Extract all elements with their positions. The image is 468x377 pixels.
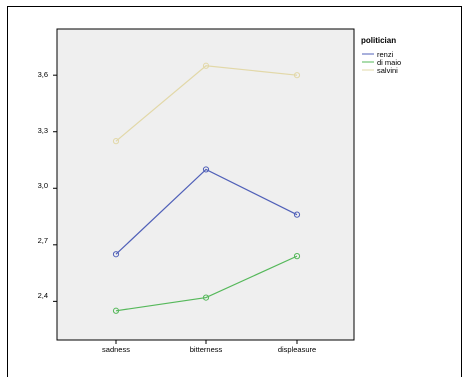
x-tick-label: displeasure xyxy=(278,345,316,354)
data-point xyxy=(112,307,120,314)
legend-label-renzi: renzi xyxy=(377,50,394,59)
y-tick-label: 3,6 xyxy=(38,70,48,79)
data-point xyxy=(202,166,210,173)
series-layer xyxy=(112,62,301,314)
x-axis: sadness bitterness displeasure xyxy=(102,345,316,354)
series-line-salvini xyxy=(115,65,298,142)
data-point xyxy=(202,294,210,301)
x-tick-label: bitterness xyxy=(190,345,223,354)
data-point xyxy=(112,138,120,145)
y-tick-label: 3,0 xyxy=(38,181,48,190)
data-point xyxy=(293,211,301,218)
x-tick-label: sadness xyxy=(102,345,130,354)
y-tick-label: 2,4 xyxy=(38,291,48,300)
data-point xyxy=(202,62,210,69)
series-line-renzi xyxy=(115,168,298,255)
legend-title: politician xyxy=(361,36,396,45)
legend-label-salvini: salvini xyxy=(377,66,398,75)
y-tick-label: 2,7 xyxy=(38,236,48,245)
legend: politician renzi di maio salvini xyxy=(361,36,401,75)
data-point xyxy=(293,72,301,79)
y-tick-label: 3,3 xyxy=(38,126,48,135)
data-point xyxy=(112,251,120,258)
series-line-di-maio xyxy=(115,255,298,312)
plot-area xyxy=(56,28,355,341)
y-axis: 2,4 2,7 3,0 3,3 3,6 xyxy=(38,70,48,300)
data-point xyxy=(293,253,301,260)
legend-label-di-maio: di maio xyxy=(377,58,401,67)
